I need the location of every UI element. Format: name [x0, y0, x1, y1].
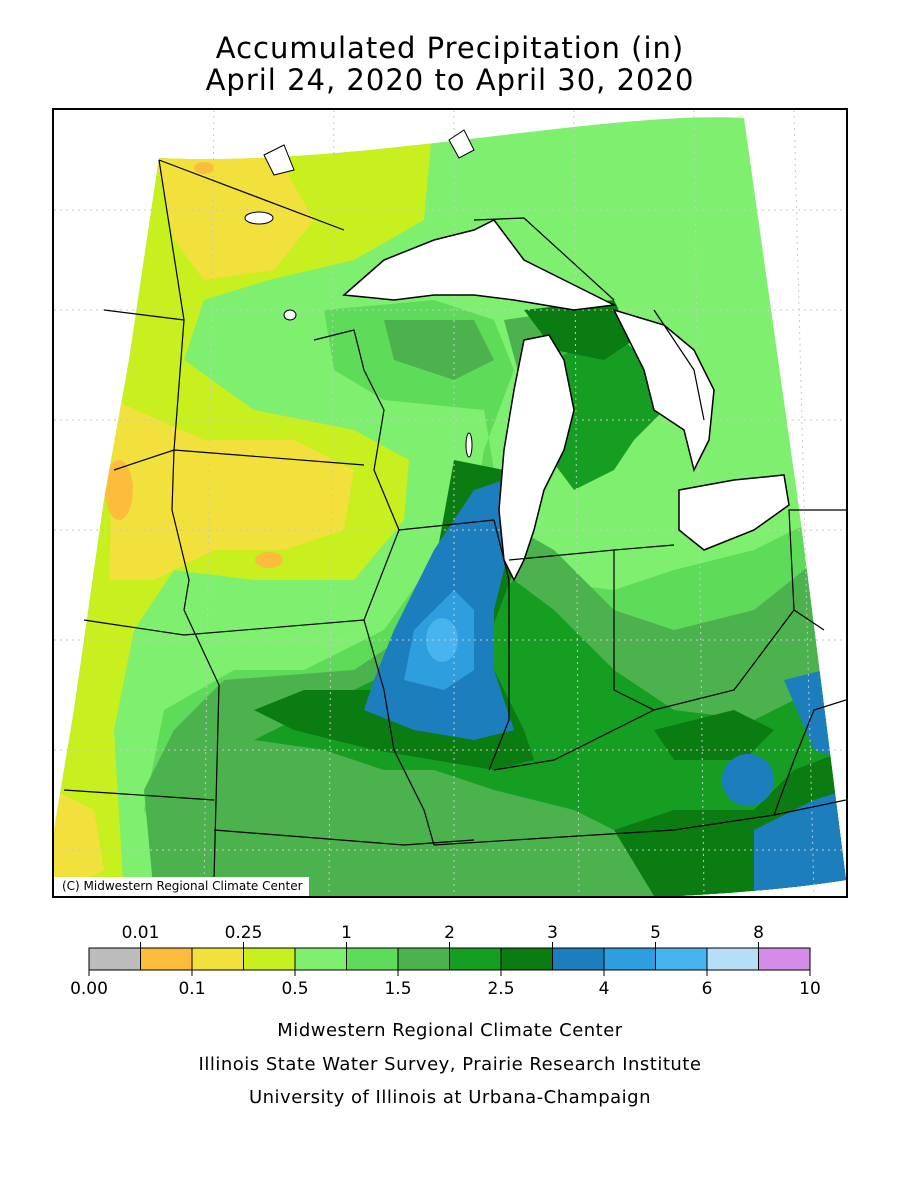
legend-bin [449, 947, 502, 971]
legend-label-bottom: 2.5 [487, 979, 514, 999]
legend-label-top: 8 [753, 923, 764, 943]
legend-label-bottom: 10 [799, 979, 821, 999]
legend-label-top: 3 [547, 923, 558, 943]
legend-label-bottom: 0.1 [178, 979, 205, 999]
legend-bin [706, 947, 759, 971]
footer-university: University of Illinois at Urbana-Champai… [248, 1087, 652, 1108]
small-lakes [244, 129, 475, 458]
footer-organization: Midwestern Regional Climate Center [277, 1020, 623, 1041]
legend-label-top: 2 [444, 923, 455, 943]
map-canvas [54, 110, 846, 896]
legend-label-top: 1 [341, 923, 352, 943]
legend-bin [500, 947, 553, 971]
legend-label-bottom: 6 [702, 979, 713, 999]
legend-bin [603, 947, 656, 971]
legend-bin [294, 947, 347, 971]
precipitation-map: (C) Midwestern Regional Climate Center [52, 108, 848, 898]
legend-bin [552, 947, 605, 971]
legend-bin [140, 947, 193, 971]
footer-survey: Illinois State Water Survey, Prairie Res… [198, 1054, 702, 1075]
legend-label-bottom: 0.00 [70, 979, 108, 999]
precipitation-legend: 0.01 0.25 1 2 3 5 8 0.00 0.1 0.5 1.5 2.5 4 6 10 [70, 923, 821, 999]
legend-bin [346, 947, 399, 971]
state-boundaries [63, 159, 846, 881]
legend-label-bottom: 4 [599, 979, 610, 999]
legend-bin [397, 947, 450, 971]
map-date-range: April 24, 2020 to April 30, 2020 [205, 63, 695, 97]
legend-label-top: 0.01 [122, 923, 160, 943]
great-lakes [342, 219, 790, 582]
graticule [54, 110, 846, 896]
legend-bin [88, 947, 141, 971]
legend-bin [655, 947, 708, 971]
map-title: Accumulated Precipitation (in) [215, 31, 685, 65]
legend-bin [243, 947, 296, 971]
legend-label-top: 0.25 [225, 923, 263, 943]
legend-bin [191, 947, 244, 971]
legend-label-bottom: 0.5 [281, 979, 308, 999]
legend-label-bottom: 1.5 [384, 979, 411, 999]
copyright-notice: (C) Midwestern Regional Climate Center [54, 877, 309, 896]
legend-bin [758, 947, 811, 971]
legend-label-top: 5 [650, 923, 661, 943]
